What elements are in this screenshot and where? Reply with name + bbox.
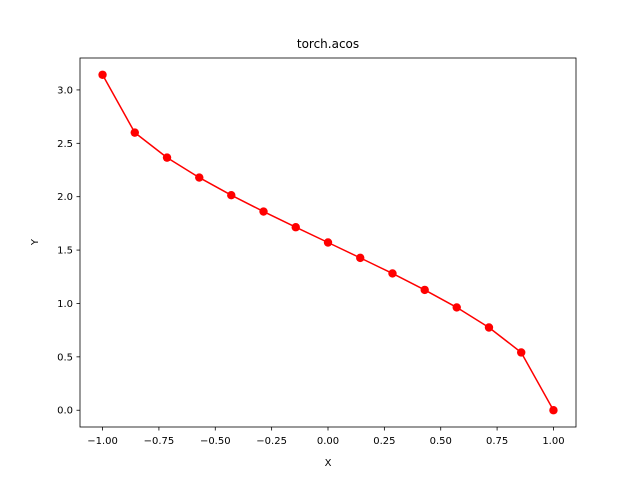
data-point	[452, 303, 461, 312]
y-tick-label: 2.0	[57, 192, 73, 203]
data-point	[549, 406, 558, 415]
data-point	[98, 70, 107, 79]
data-point	[388, 269, 397, 278]
data-point	[420, 285, 429, 295]
plot-area	[98, 70, 558, 415]
data-point	[484, 323, 494, 332]
x-tick-label: 0.25	[373, 436, 395, 447]
y-tick-label: 3.0	[57, 85, 73, 96]
x-tick-label: 0.75	[486, 436, 508, 447]
x-axis-label: X	[325, 458, 332, 469]
x-tick-label: 0.50	[430, 436, 452, 447]
data-point	[130, 128, 139, 137]
y-axis: 0.0 0.5 1.0 1.5 2.0 2.5 3.0	[57, 85, 80, 417]
y-axis-label: Y	[30, 238, 41, 246]
chart-title: torch.acos	[297, 37, 359, 51]
x-tick-label: −0.75	[144, 436, 175, 447]
data-point	[356, 253, 365, 263]
x-tick-label: 1.00	[542, 436, 564, 447]
data-point	[259, 207, 268, 216]
data-point	[517, 348, 526, 357]
x-tick-label: −0.25	[256, 436, 287, 447]
y-tick-label: 1.5	[57, 246, 73, 257]
data-point	[227, 191, 236, 200]
y-tick-label: 0.5	[57, 352, 73, 363]
data-point	[195, 173, 204, 182]
y-tick-label: 1.0	[57, 299, 73, 310]
x-axis: −1.00 −0.75 −0.50 −0.25 0.00 0.25 0.50 0.75 1.00	[87, 427, 565, 447]
x-tick-label: 0.00	[317, 436, 339, 447]
y-tick-label: 2.5	[57, 139, 73, 150]
y-tick-label: 0.0	[57, 406, 73, 417]
x-tick-label: −1.00	[87, 436, 118, 447]
data-point	[291, 223, 300, 232]
data-point	[162, 153, 172, 162]
data-point	[323, 238, 333, 247]
x-tick-label: −0.50	[200, 436, 231, 447]
